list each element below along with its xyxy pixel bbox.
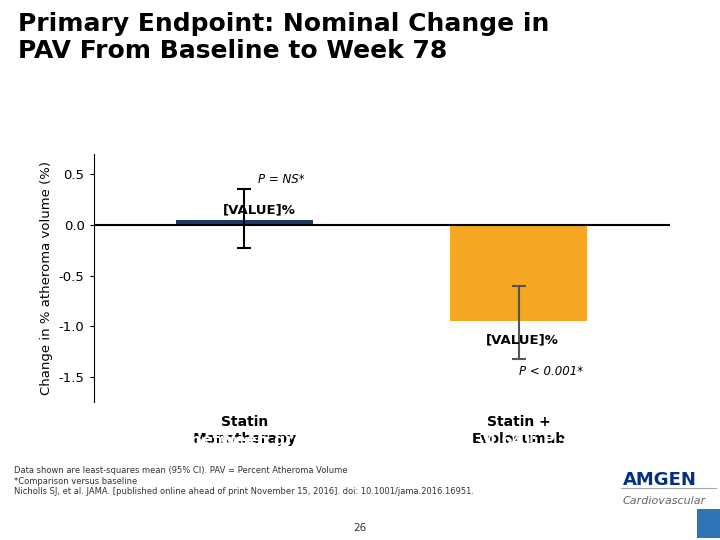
Text: P = NS*: P = NS*: [258, 173, 305, 186]
Bar: [176, 220, 313, 225]
Text: Data shown are least-squares mean (95% CI). PAV = Percent Atheroma Volume
*Compa: Data shown are least-squares mean (95% C…: [14, 467, 474, 496]
Bar: [697, 509, 720, 538]
Text: P < 0.001*: P < 0.001*: [518, 365, 583, 378]
Text: Difference between groups: -1.0% (-1.8 to -0.64); P < 0.001: Difference between groups: -1.0% (-1.8 t…: [90, 433, 630, 448]
Text: [VALUE]%: [VALUE]%: [222, 204, 295, 217]
Text: Primary Endpoint: Nominal Change in
PAV From Baseline to Week 78: Primary Endpoint: Nominal Change in PAV …: [18, 12, 549, 64]
Text: AMGEN: AMGEN: [623, 471, 697, 489]
Text: 26: 26: [354, 523, 366, 534]
Y-axis label: Change in % atheroma volume (%): Change in % atheroma volume (%): [40, 161, 53, 395]
Bar: [450, 225, 588, 321]
Text: [VALUE]%: [VALUE]%: [486, 333, 559, 346]
Text: Cardiovascular: Cardiovascular: [623, 496, 706, 507]
